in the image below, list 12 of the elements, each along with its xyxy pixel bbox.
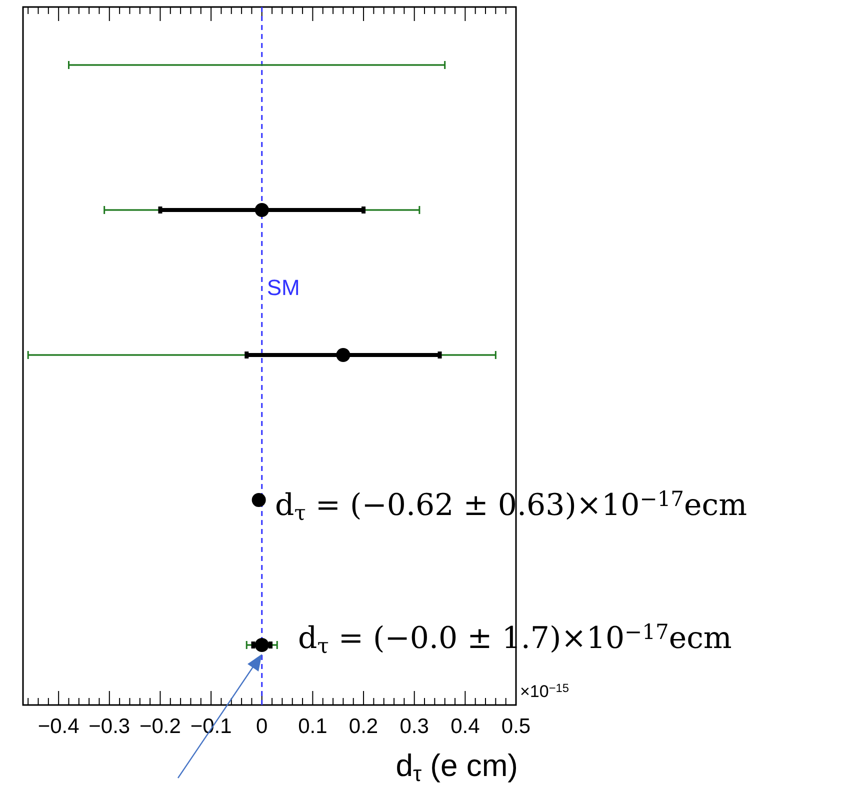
x-tick-label: 0 xyxy=(256,715,268,738)
x-tick-label: 0.5 xyxy=(501,715,531,738)
x-tick-label: 0.4 xyxy=(450,715,480,738)
x-tick-label: −0.3 xyxy=(88,715,130,738)
x-tick-label: 0.1 xyxy=(298,715,328,738)
text: ×10$^{−15}$ xyxy=(520,680,570,701)
x-tick-label: −0.4 xyxy=(38,715,80,738)
x-tick-label: 0.3 xyxy=(400,715,429,738)
ref-line-label: SM xyxy=(266,275,300,300)
x-tick-label: 0.2 xyxy=(348,715,378,738)
x-axis-title: d$_{τ}$ (e cm) xyxy=(396,748,518,786)
x-tick-label: −0.2 xyxy=(139,715,181,738)
